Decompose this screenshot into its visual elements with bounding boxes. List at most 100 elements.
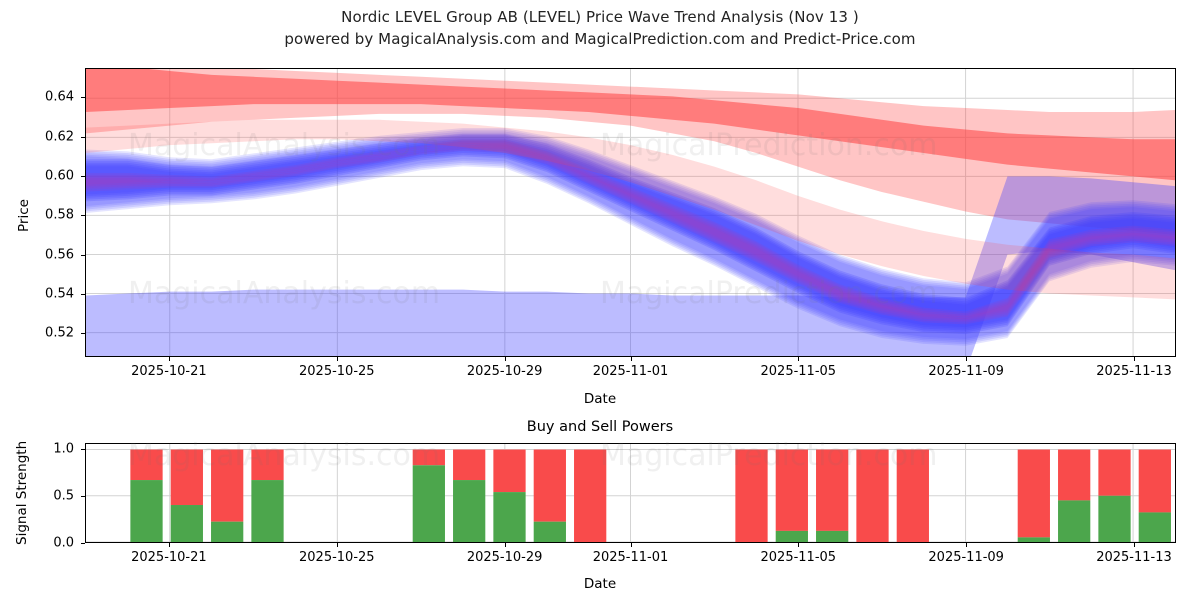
power-x-tick-label: 2025-11-01 [592,550,669,565]
price-y-tick-mark [81,97,85,99]
price-y-tick-mark [81,294,85,296]
price-x-tick-label: 2025-11-01 [592,364,669,379]
price-x-tick-mark [798,357,800,361]
sell-power-bar [735,449,768,542]
buy-sell-power-chart [85,443,1176,543]
wave-band-upper-resistance-band-outer [86,69,1175,235]
sell-power-bar [412,449,445,466]
power-x-tick-label: 2025-11-13 [1096,550,1172,565]
sell-power-bar [251,449,284,481]
buy-power-bar [775,530,808,542]
buy-power-bar [412,465,445,542]
price-y-tick-label: 0.62 [45,129,74,145]
buy-power-bar [533,521,566,542]
sell-power-bar [896,449,929,542]
wave-band-upper-resistance-band-inner [86,69,1175,181]
power-x-tick-mark [1133,543,1135,547]
price-x-tick-mark [1133,357,1135,361]
price-y-tick-label: 0.58 [45,207,74,223]
price-x-tick-label: 2025-10-25 [299,364,375,379]
buy-power-bar [1098,495,1131,542]
price-y-tick-mark [81,215,85,217]
page-subtitle: powered by MagicalAnalysis.com and Magic… [284,30,916,48]
power-chart-title: Buy and Sell Powers [526,419,674,435]
sell-power-bar [130,449,163,481]
buy-power-bar [170,505,203,542]
price-y-tick-mark [81,136,85,138]
sell-power-bar [453,449,486,481]
price-y-axis-label: Price [16,199,32,232]
price-y-tick-mark [81,176,85,178]
power-x-tick-label: 2025-11-09 [928,550,1004,565]
wave-band-secondary-wave-band [86,133,1175,345]
price-x-axis-label: Date [583,391,617,407]
wave-band-secondary-wave-band [86,127,1175,339]
price-wave-plot [86,69,1175,356]
price-x-tick-label: 2025-10-21 [131,364,207,379]
price-x-tick-mark [336,357,338,361]
price-x-tick-label: 2025-10-29 [466,364,543,379]
price-y-tick-label: 0.56 [45,247,74,263]
power-x-tick-mark [504,543,506,547]
wave-band-faint-pink-descending-band [86,119,1175,300]
power-y-tick-label: 0.0 [53,535,74,551]
sell-power-bar [816,449,849,531]
price-x-tick-mark [630,357,632,361]
wave-band-secondary-wave-band [86,129,1175,341]
power-y-tick-label: 0.5 [53,488,74,504]
price-wave-chart [85,68,1176,357]
sell-power-bar [170,449,203,506]
sell-power-bar [574,449,607,542]
price-x-tick-mark [168,357,170,361]
buy-power-bar [211,521,244,542]
price-y-tick-label: 0.52 [45,325,74,341]
sell-power-bar [1138,449,1171,513]
power-y-tick-mark [81,543,85,544]
power-x-tick-mark [336,543,338,547]
price-x-tick-label: 2025-11-13 [1096,364,1172,379]
power-x-tick-mark [168,543,170,547]
sell-power-bar [856,449,889,542]
buy-power-bar [130,480,163,542]
price-y-tick-mark [81,254,85,256]
power-y-tick-label: 1.0 [53,441,74,457]
price-y-tick-label: 0.64 [45,89,74,105]
wave-band-lower-support-band [86,176,1175,356]
power-x-axis-label: Date [583,576,617,592]
buy-power-bar [1138,512,1171,542]
page-title: Nordic LEVEL Group AB (LEVEL) Price Wave… [341,8,859,26]
sell-power-bar [533,449,566,522]
price-y-tick-label: 0.54 [45,286,74,302]
buy-power-bar [816,530,849,542]
buy-power-bar [1058,500,1091,542]
power-y-tick-mark [81,495,85,497]
power-x-tick-mark [966,543,968,547]
sell-power-bar [211,449,244,522]
buy-power-bar [453,480,486,542]
price-x-tick-label: 2025-11-09 [928,364,1004,379]
sell-power-bar [493,449,526,493]
power-x-tick-label: 2025-11-05 [760,550,837,565]
price-x-tick-mark [504,357,506,361]
power-x-tick-label: 2025-10-21 [131,550,207,565]
buy-power-bar [1017,537,1050,542]
buy-power-bar [251,480,284,542]
price-y-tick-mark [81,333,85,335]
power-y-tick-mark [81,448,85,450]
sell-power-bar [775,449,808,531]
wave-band-secondary-wave-band [86,134,1175,346]
price-x-tick-mark [966,357,968,361]
price-x-tick-label: 2025-11-05 [760,364,837,379]
buy-power-bar [493,492,526,542]
sell-power-bar [1098,449,1131,496]
power-x-tick-label: 2025-10-29 [466,550,543,565]
buy-sell-power-plot [86,444,1175,542]
power-x-tick-label: 2025-10-25 [299,550,375,565]
price-y-tick-label: 0.60 [45,168,74,184]
power-y-axis-label: Signal Strength [14,440,30,545]
sell-power-bar [1017,449,1050,538]
power-x-tick-mark [630,543,632,547]
power-x-tick-mark [798,543,800,547]
wave-band-secondary-wave-band [86,131,1175,343]
